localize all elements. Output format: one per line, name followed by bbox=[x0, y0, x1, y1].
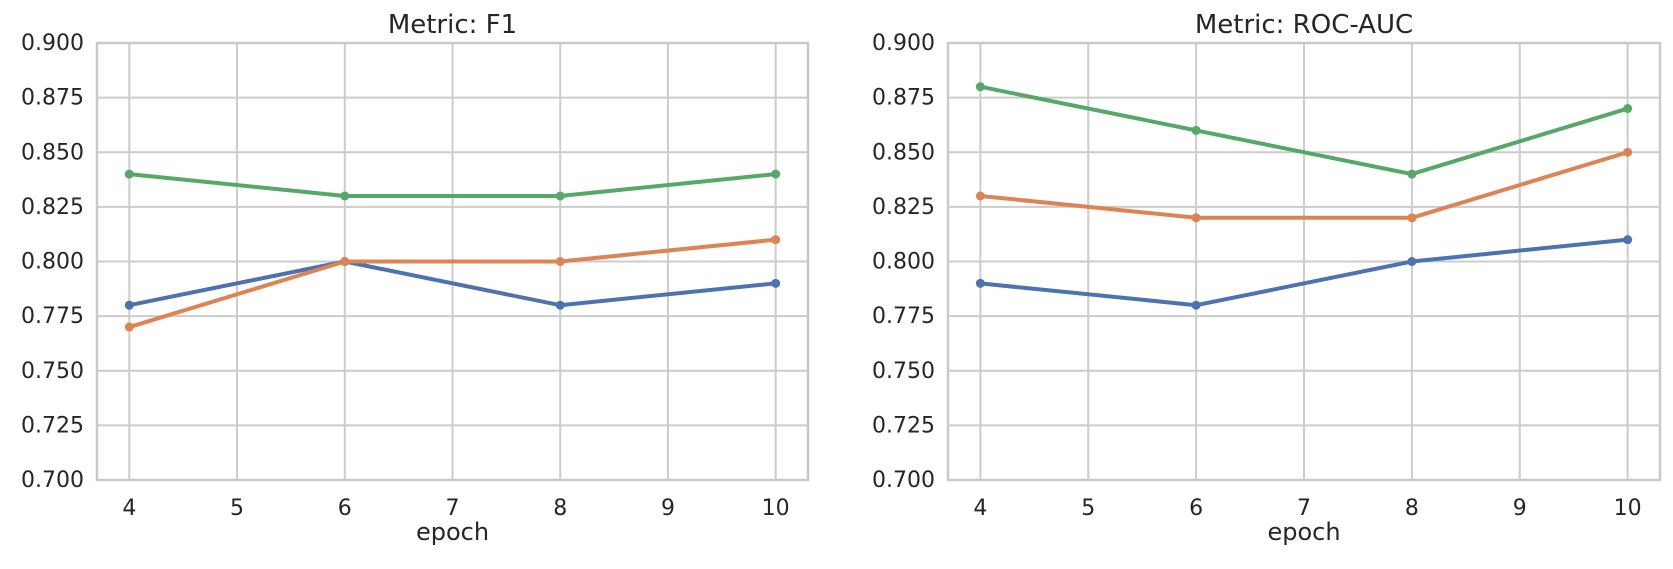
chart-f1: 0.700 0.725 0.750 0.775 0.800 0.825 0.850 0.875… bbox=[21, 10, 810, 546]
y-tick-label: 0.700 bbox=[21, 468, 84, 493]
data-point-blue bbox=[555, 300, 565, 310]
data-point-green bbox=[1191, 125, 1201, 135]
data-point-green bbox=[771, 169, 781, 179]
y-tick-label: 0.775 bbox=[872, 304, 935, 329]
x-tick-label: 7 bbox=[446, 496, 460, 521]
x-tick-label: 8 bbox=[1405, 496, 1419, 521]
data-point-blue bbox=[124, 300, 134, 310]
series-line-green bbox=[127, 172, 778, 198]
x-tick-label: 8 bbox=[553, 496, 567, 521]
x-axis-label: epoch bbox=[416, 518, 489, 546]
y-tick-label: 0.850 bbox=[872, 140, 935, 165]
x-axis-label: epoch bbox=[1267, 518, 1340, 546]
y-tick-label: 0.825 bbox=[21, 195, 84, 220]
y-tick-label: 0.875 bbox=[21, 86, 84, 111]
data-point-green bbox=[340, 191, 350, 201]
data-point-orange bbox=[975, 191, 985, 201]
y-tick-label: 0.725 bbox=[872, 413, 935, 438]
data-point-blue bbox=[1407, 257, 1417, 266]
y-tick-label: 0.850 bbox=[21, 140, 84, 165]
data-point-orange bbox=[1407, 213, 1417, 223]
series-line-orange bbox=[978, 150, 1630, 220]
y-tick-label: 0.700 bbox=[872, 468, 935, 493]
data-point-orange bbox=[340, 257, 350, 266]
data-point-green bbox=[975, 82, 985, 92]
data-point-orange bbox=[771, 235, 781, 245]
data-point-orange bbox=[1191, 213, 1201, 223]
data-point-blue bbox=[1623, 235, 1633, 245]
data-point-green bbox=[1623, 104, 1633, 114]
y-tick-label: 0.775 bbox=[21, 304, 84, 329]
y-tick-label: 0.800 bbox=[21, 250, 84, 275]
plot-border bbox=[95, 41, 810, 482]
x-tick-label: 6 bbox=[1189, 496, 1203, 521]
y-tick-label: 0.750 bbox=[872, 359, 935, 384]
data-point-orange bbox=[555, 257, 565, 266]
x-tick-label: 5 bbox=[1081, 496, 1095, 521]
y-tick-label: 0.750 bbox=[21, 359, 84, 384]
y-tick-label: 0.900 bbox=[872, 31, 935, 56]
x-tick-label: 9 bbox=[661, 496, 675, 521]
x-tick-label: 10 bbox=[1614, 496, 1642, 521]
x-tick-label: 5 bbox=[230, 496, 244, 521]
series-line-green bbox=[978, 84, 1630, 177]
data-point-green bbox=[555, 191, 565, 201]
x-tick-label: 9 bbox=[1513, 496, 1527, 521]
x-tick-label: 7 bbox=[1297, 496, 1311, 521]
y-tick-label: 0.900 bbox=[21, 31, 84, 56]
data-point-orange bbox=[1623, 147, 1633, 157]
y-tick-label: 0.875 bbox=[872, 86, 935, 111]
data-point-orange bbox=[124, 322, 134, 332]
data-point-green bbox=[124, 169, 134, 179]
chart-roc-auc: 0.700 0.725 0.750 0.775 0.800 0.825 0.850 0.875… bbox=[872, 10, 1662, 546]
series-line-orange bbox=[127, 237, 778, 330]
x-tick-label: 6 bbox=[338, 496, 352, 521]
chart-title: Metric: ROC-AUC bbox=[1195, 10, 1413, 40]
data-point-blue bbox=[771, 278, 781, 288]
x-tick-label: 4 bbox=[122, 496, 136, 521]
y-tick-label: 0.825 bbox=[872, 195, 935, 220]
x-tick-label: 4 bbox=[973, 496, 987, 521]
series-line-blue bbox=[127, 259, 778, 308]
x-tick-label: 10 bbox=[762, 496, 790, 521]
y-tick-label: 0.725 bbox=[21, 413, 84, 438]
chart-title: Metric: F1 bbox=[388, 10, 517, 40]
data-point-green bbox=[1407, 169, 1417, 179]
plot-border bbox=[946, 41, 1662, 482]
y-tick-label: 0.800 bbox=[872, 250, 935, 275]
data-point-blue bbox=[975, 278, 985, 288]
series-line-blue bbox=[978, 237, 1630, 308]
data-point-blue bbox=[1191, 300, 1201, 310]
